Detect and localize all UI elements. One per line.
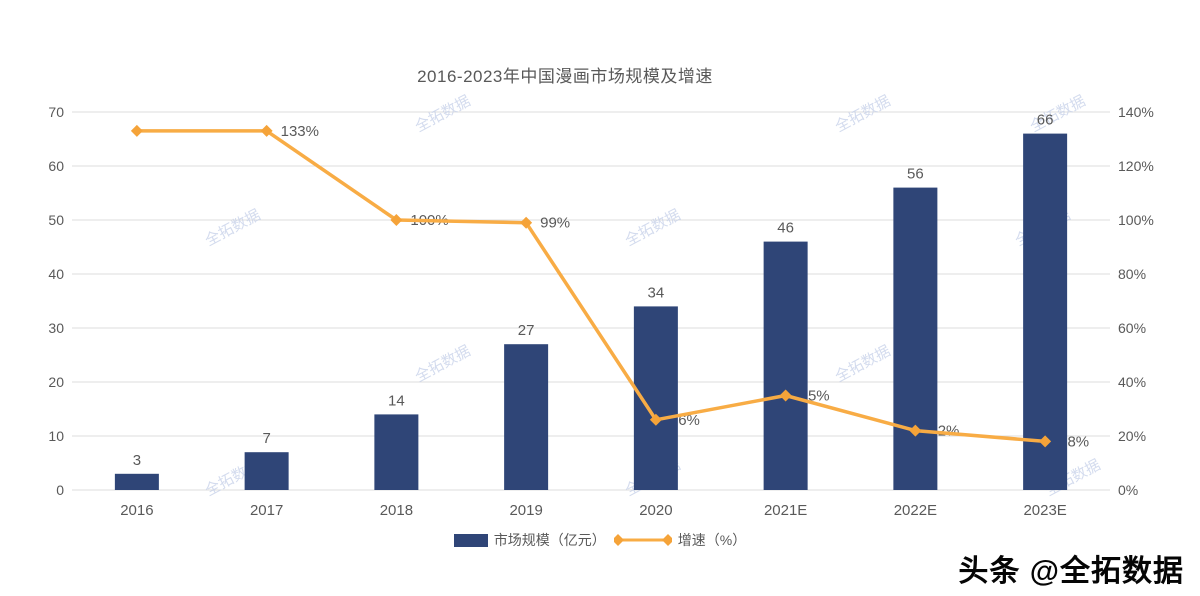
- growth-label-2019: 99%: [540, 215, 570, 232]
- diagonal-watermark: 全拓数据: [832, 92, 893, 136]
- growth-line: [136, 129, 1046, 444]
- y-axis-tick-left: 40: [48, 266, 64, 282]
- y-axis-tick-right: 120%: [1118, 158, 1154, 174]
- y-axis-tick-right: 20%: [1118, 428, 1146, 444]
- legend-item-growth: 增速（%）: [613, 530, 747, 550]
- bar-label-2020: 34: [648, 284, 665, 301]
- bar-2021E: [763, 241, 808, 490]
- x-axis-label-2021E: 2021E: [764, 502, 807, 519]
- line-point-2019: [520, 216, 533, 229]
- y-axis-tick-right: 60%: [1118, 320, 1146, 336]
- x-axis-label-2017: 2017: [250, 502, 283, 519]
- line-point-2017: [260, 124, 273, 137]
- bar-label-2023E: 66: [1037, 112, 1054, 129]
- x-axis-label-2022E: 2022E: [894, 502, 937, 519]
- diagonal-watermark: 全拓数据: [622, 206, 683, 250]
- bar-2022E: [893, 187, 938, 490]
- chart-title: 2016-2023年中国漫画市场规模及增速: [417, 67, 713, 86]
- bar-2023E: [1023, 133, 1068, 490]
- y-axis-tick-left: 0: [56, 482, 64, 498]
- y-axis-tick-left: 50: [48, 212, 64, 228]
- line-point-2016: [130, 124, 143, 137]
- diagonal-watermark: 全拓数据: [202, 206, 263, 250]
- legend-label-growth: 增速（%）: [677, 532, 747, 548]
- bar-label-2016: 3: [133, 452, 141, 469]
- x-axis-label-2016: 2016: [120, 502, 153, 519]
- line-diamond-swatch-icon: [613, 534, 672, 546]
- bar-label-2018: 14: [388, 392, 405, 409]
- toutiao-watermark-logo: 头条 @全拓数据: [958, 546, 1184, 590]
- legend-label-market-size: 市场规模（亿元）: [493, 532, 606, 548]
- line-point-2022E: [909, 424, 922, 437]
- bar-2017: [244, 452, 289, 490]
- line-point-2021E: [779, 389, 792, 402]
- y-axis-tick-left: 60: [48, 158, 64, 174]
- bar-2016: [114, 473, 159, 490]
- chart-legend: 市场规模（亿元） 增速（%）: [0, 530, 1200, 550]
- growth-label-2017: 133%: [281, 123, 319, 140]
- bar-label-2022E: 56: [907, 166, 924, 183]
- x-axis-label-2018: 2018: [380, 502, 413, 519]
- line-point-2023E: [1039, 435, 1052, 448]
- bar-2018: [374, 414, 419, 490]
- legend-item-market-size: 市场规模（亿元）: [453, 530, 606, 550]
- x-axis-label-2019: 2019: [509, 502, 542, 519]
- y-axis-tick-right: 0%: [1118, 482, 1138, 498]
- line-point-2020: [649, 413, 662, 426]
- bar-2019: [504, 344, 549, 490]
- y-axis-tick-right: 140%: [1118, 104, 1154, 120]
- y-axis-tick-right: 40%: [1118, 374, 1146, 390]
- y-axis-tick-right: 80%: [1118, 266, 1146, 282]
- line-point-2018: [390, 214, 403, 226]
- diagonal-watermark: 全拓数据: [832, 342, 893, 386]
- y-axis-tick-left: 10: [48, 428, 64, 444]
- y-axis-tick-left: 20: [48, 374, 64, 390]
- logo-handle: @全拓数据: [1029, 555, 1184, 588]
- y-axis-tick-left: 30: [48, 320, 64, 336]
- y-axis-tick-right: 100%: [1118, 212, 1154, 228]
- y-axis-tick-left: 70: [48, 104, 64, 120]
- bar-label-2021E: 46: [777, 220, 794, 237]
- bar-label-2019: 27: [518, 322, 535, 339]
- diagonal-watermark: 全拓数据: [412, 92, 473, 136]
- x-axis-label-2020: 2020: [639, 502, 672, 519]
- bar-swatch-icon: [453, 533, 488, 547]
- x-axis-label-2023E: 2023E: [1023, 502, 1066, 519]
- bar-label-2017: 7: [262, 430, 270, 447]
- logo-prefix: 头条: [958, 555, 1030, 588]
- diagonal-watermark: 全拓数据: [412, 342, 473, 386]
